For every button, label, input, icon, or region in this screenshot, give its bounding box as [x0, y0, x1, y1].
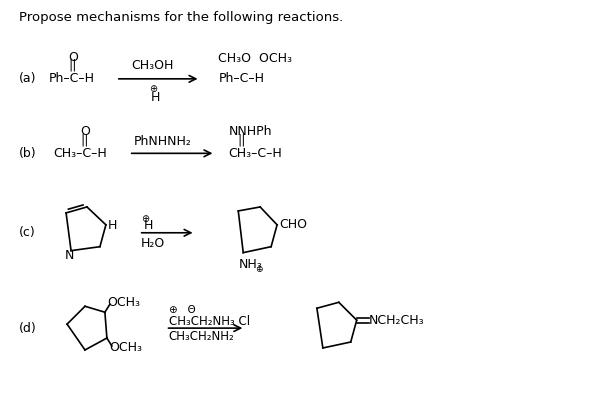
Text: Ph–C–H: Ph–C–H	[49, 72, 95, 85]
Text: (b): (b)	[19, 147, 37, 160]
Text: CH₃O  OCH₃: CH₃O OCH₃	[218, 53, 293, 65]
Text: NH₃: NH₃	[238, 258, 262, 271]
Text: CH₃–C–H: CH₃–C–H	[53, 147, 107, 160]
Text: H: H	[108, 219, 117, 232]
Text: ||: ||	[69, 59, 77, 71]
Text: H₂O: H₂O	[141, 237, 165, 250]
Text: ||: ||	[237, 134, 246, 147]
Text: ⊕   Θ: ⊕ Θ	[169, 305, 195, 315]
Text: CH₃CH₂NH₂: CH₃CH₂NH₂	[169, 330, 234, 342]
Text: (a): (a)	[19, 72, 37, 85]
Text: ⊕: ⊕	[149, 84, 157, 94]
Text: ⊕: ⊕	[141, 214, 149, 224]
Text: Propose mechanisms for the following reactions.: Propose mechanisms for the following rea…	[19, 11, 343, 24]
Text: O: O	[68, 51, 78, 63]
Text: ||: ||	[81, 134, 89, 147]
Text: (c): (c)	[19, 226, 36, 239]
Text: PhNHNH₂: PhNHNH₂	[134, 135, 192, 148]
Text: O: O	[80, 125, 90, 138]
Text: NCH₂CH₃: NCH₂CH₃	[369, 314, 424, 327]
Text: NNHPh: NNHPh	[228, 125, 272, 138]
Text: ⊕: ⊕	[255, 265, 263, 274]
Text: (d): (d)	[19, 322, 37, 334]
Text: Ph–C–H: Ph–C–H	[218, 72, 264, 85]
Text: CH₃–C–H: CH₃–C–H	[228, 147, 282, 160]
Text: OCH₃: OCH₃	[107, 296, 140, 309]
Text: H: H	[150, 91, 160, 104]
Text: H: H	[144, 219, 153, 232]
Text: CH₃CH₂NH₃ Cl: CH₃CH₂NH₃ Cl	[169, 315, 250, 328]
Text: OCH₃: OCH₃	[109, 342, 142, 354]
Text: N: N	[65, 249, 74, 262]
Text: CH₃OH: CH₃OH	[131, 59, 173, 73]
Text: CHO: CHO	[279, 218, 307, 231]
